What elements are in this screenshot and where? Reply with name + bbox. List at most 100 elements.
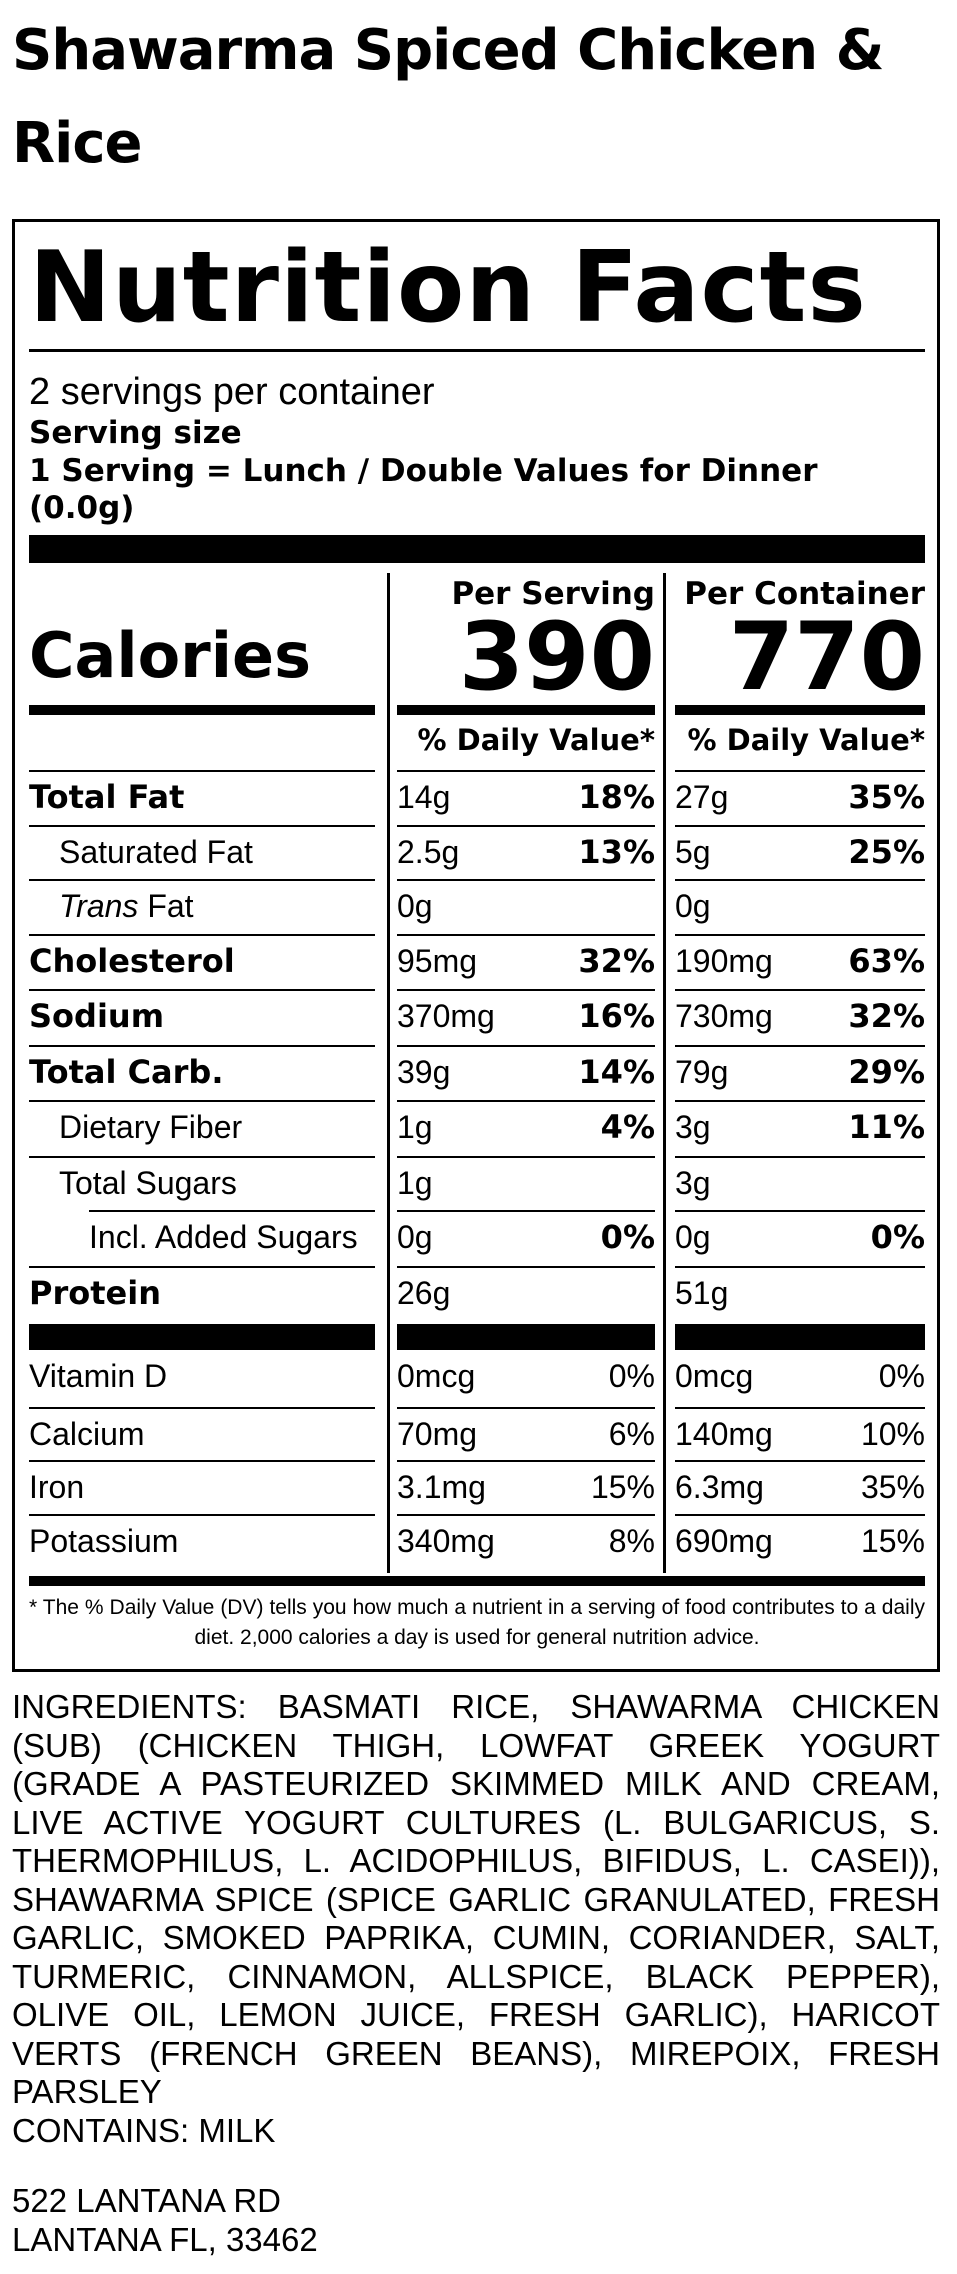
vitamin-amount-per-container: 0mcg: [675, 1358, 754, 1394]
amount-per-serving: 1g: [397, 1109, 433, 1145]
row-rule-label: [29, 879, 375, 881]
amount-per-container: 27g: [675, 779, 729, 815]
nutrition-facts-panel: Nutrition Facts 2 servings per container…: [12, 219, 940, 1672]
row-rule-col1: [397, 1210, 655, 1212]
vitamin-dv-per-serving: 8%: [608, 1523, 655, 1559]
row-rule-col1: [397, 1266, 655, 1268]
dv-per-serving: 32%: [578, 942, 655, 980]
serving-size-value: 1 Serving = Lunch / Double Values for Di…: [29, 453, 818, 489]
nutrient-name: Cholesterol: [29, 942, 235, 980]
row-rule-col1: [397, 825, 655, 827]
nutrient-name-italic: Trans: [59, 888, 139, 924]
vitamin-name: Calcium: [29, 1416, 145, 1452]
calories-label: Calories: [29, 619, 311, 692]
row-rule-label: [89, 1210, 375, 1212]
amount-per-serving: 0g: [397, 1219, 433, 1255]
dv-per-serving: 0%: [600, 1218, 655, 1256]
vitamin-amount-per-serving: 3.1mg: [397, 1469, 486, 1505]
amount-per-container: 0g: [675, 888, 711, 924]
nutrient-name: Dietary Fiber: [59, 1109, 243, 1145]
dv-per-serving: 14%: [578, 1053, 655, 1091]
address-line-2: LANTANA FL, 33462: [12, 2221, 318, 2258]
vitamin-amount-per-serving: 70mg: [397, 1416, 478, 1452]
product-title: Shawarma Spiced Chicken & Rice: [12, 18, 884, 176]
serving-size-label: Serving size: [29, 415, 242, 451]
amount-per-container: 0g: [675, 1219, 711, 1255]
dv-per-container: 11%: [848, 1108, 925, 1146]
thick-rule-protein-col2: [675, 1324, 925, 1350]
row-rule-col1: [397, 1156, 655, 1158]
amount-per-container: 730mg: [675, 998, 773, 1034]
row-rule-col1: [397, 879, 655, 881]
vitamin-dv-per-container: 15%: [860, 1523, 925, 1559]
amount-per-serving: 39g: [397, 1054, 451, 1090]
calories-per-serving: 390: [458, 603, 655, 712]
vitamin-dv-per-serving: 15%: [590, 1469, 655, 1505]
row-rule-col1: [397, 1100, 655, 1102]
daily-value-heading-col1: % Daily Value*: [417, 723, 655, 757]
vitamin-name: Potassium: [29, 1523, 179, 1559]
vitamin-amount-per-container: 690mg: [675, 1523, 773, 1559]
thick-rule-protein-label: [29, 1324, 375, 1350]
amount-per-serving: 370mg: [397, 998, 495, 1034]
calories-rule-col2: [675, 705, 925, 715]
vitamin-rule-label: [29, 1514, 375, 1516]
amount-per-serving: 2.5g: [397, 834, 460, 870]
vitamin-rule-label: [29, 1407, 375, 1409]
vitamin-rule-col1: [397, 1514, 655, 1516]
vitamin-amount-per-container: 140mg: [675, 1416, 773, 1452]
vitamin-rule-col2: [675, 1407, 925, 1409]
ingredients-list: INGREDIENTS: BASMATI RICE, SHAWARMA CHIC…: [12, 1688, 940, 2110]
row-rule-col2: [675, 1100, 925, 1102]
amount-per-serving: 95mg: [397, 943, 478, 979]
dv-per-container: 0%: [870, 1218, 925, 1256]
vitamin-rule-col1: [397, 1407, 655, 1409]
vitamin-dv-per-container: 35%: [860, 1469, 925, 1505]
per-container-heading: Per Container: [684, 576, 925, 612]
row-rule-col1: [397, 770, 655, 772]
row-rule-col2: [675, 825, 925, 827]
nutrient-name: Sodium: [29, 997, 165, 1035]
vitamin-rule-label: [29, 1460, 375, 1462]
row-rule-col2: [675, 879, 925, 881]
column-divider-1: [387, 573, 390, 1573]
row-rule-label: [29, 1156, 375, 1158]
vitamin-name: Iron: [29, 1469, 85, 1505]
dv-per-container: 25%: [848, 833, 925, 871]
nutrient-name: Trans Fat: [59, 887, 194, 925]
allergen-statement: CONTAINS: MILK: [12, 2112, 276, 2149]
row-rule-label: [29, 934, 375, 936]
row-rule-label: [29, 770, 375, 772]
calories-rule-col1: [397, 705, 655, 715]
nutrient-name: Total Fat: [29, 778, 185, 816]
heading-rule: [29, 349, 925, 352]
nutrient-name-rest: Fat: [138, 888, 194, 924]
row-rule-col2: [675, 1266, 925, 1268]
row-rule-col2: [675, 1156, 925, 1158]
row-rule-col2: [675, 1045, 925, 1047]
vitamin-dv-per-serving: 0%: [608, 1358, 655, 1394]
row-rule-col1: [397, 1045, 655, 1047]
nutrient-name: Total Sugars: [59, 1165, 237, 1201]
amount-per-serving: 14g: [397, 779, 451, 815]
vitamin-rule-col2: [675, 1514, 925, 1516]
amount-per-container: 190mg: [675, 943, 773, 979]
dv-per-container: 35%: [848, 778, 925, 816]
row-rule-col2: [675, 1210, 925, 1212]
amount-per-container: 3g: [675, 1109, 711, 1145]
row-rule-col2: [675, 934, 925, 936]
address-line-1: 522 LANTANA RD: [12, 2182, 281, 2219]
vitamin-dv-per-container: 0%: [878, 1358, 925, 1394]
dv-per-serving: 4%: [600, 1108, 655, 1146]
vitamin-dv-per-serving: 6%: [608, 1416, 655, 1452]
row-rule-col1: [397, 989, 655, 991]
amount-per-serving: 0g: [397, 888, 433, 924]
thick-rule-top: [29, 535, 925, 563]
row-rule-col1: [397, 934, 655, 936]
row-rule-label: [29, 825, 375, 827]
nutrient-name: Incl. Added Sugars: [89, 1219, 358, 1255]
dv-per-container: 32%: [848, 997, 925, 1035]
row-rule-col2: [675, 770, 925, 772]
dv-per-serving: 18%: [578, 778, 655, 816]
row-rule-col2: [675, 989, 925, 991]
